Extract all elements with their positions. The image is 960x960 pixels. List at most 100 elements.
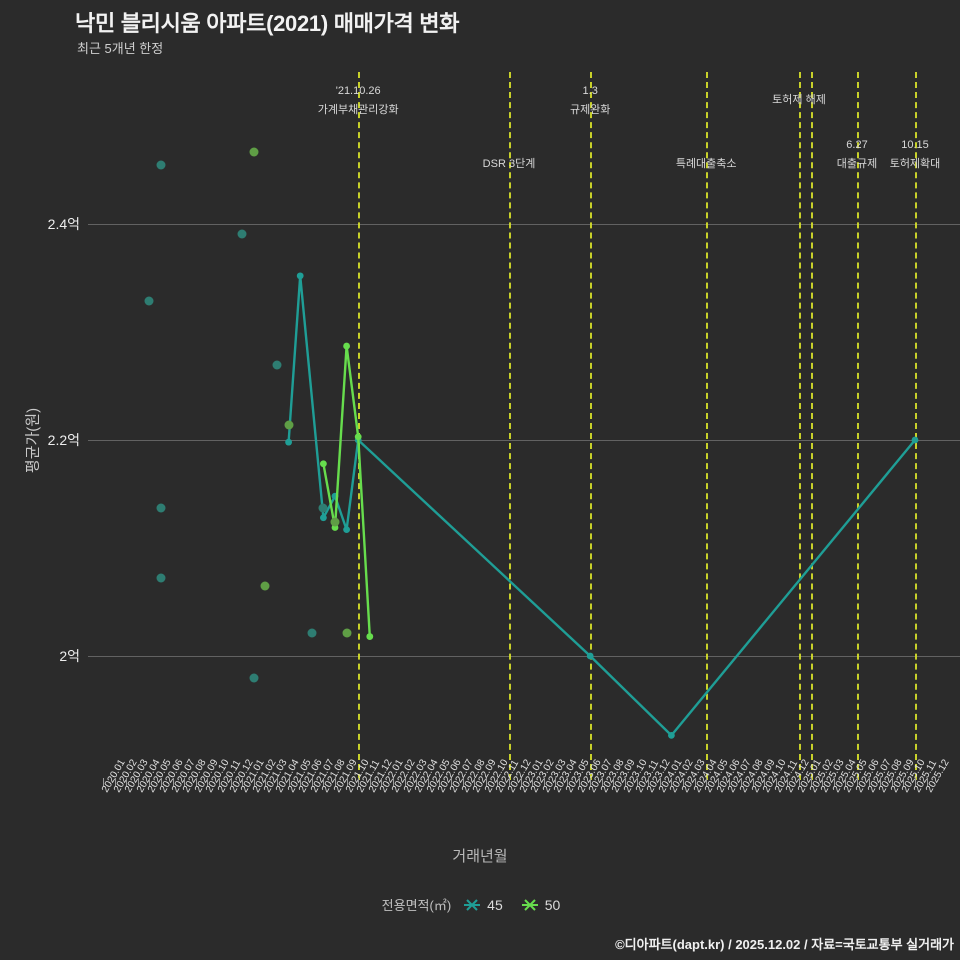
x-axis-label: 거래년월	[452, 848, 508, 865]
x-tick	[335, 778, 336, 786]
x-tick	[485, 778, 487, 786]
x-tick	[103, 778, 104, 786]
x-tick	[253, 778, 255, 786]
x-tick	[578, 778, 580, 786]
y-axis-label: 평균가(원)	[24, 407, 42, 474]
x-tick	[845, 778, 847, 786]
x-tick	[451, 778, 452, 786]
x-tick	[741, 778, 742, 786]
legend-label: 50	[544, 897, 561, 913]
x-tick	[799, 778, 800, 786]
x-tick	[764, 778, 766, 786]
x-tick	[822, 778, 824, 786]
asterisk-marker-icon	[464, 899, 481, 911]
event-line	[590, 72, 593, 780]
x-tick	[497, 778, 499, 786]
event-date-label: '21.10.26	[335, 85, 381, 97]
event-line	[799, 72, 801, 780]
x-tick	[416, 778, 418, 786]
event-date-label: 10.15	[901, 139, 929, 151]
x-tick	[683, 778, 684, 786]
x-tick	[601, 778, 603, 786]
x-tick	[288, 778, 290, 786]
x-tick	[775, 778, 777, 786]
event-line	[706, 72, 709, 780]
x-tick	[625, 778, 626, 786]
x-tick	[161, 778, 162, 786]
x-tick	[787, 778, 789, 786]
x-tick	[427, 778, 429, 786]
x-tick	[230, 778, 232, 786]
event-line	[810, 72, 813, 780]
x-tick	[195, 778, 197, 786]
scatter-point	[318, 503, 328, 513]
series-line-50	[322, 344, 371, 638]
x-tick	[706, 778, 708, 786]
x-tick	[242, 778, 244, 786]
event-line	[857, 72, 859, 780]
legend-item-45[interactable]: 45	[463, 897, 503, 913]
series-line-45	[287, 274, 917, 737]
gridline	[88, 224, 960, 225]
x-tick	[880, 778, 882, 786]
x-tick	[915, 778, 916, 786]
x-tick	[729, 778, 731, 786]
x-tick	[926, 778, 928, 786]
event-name-label: 규제완화	[569, 104, 611, 116]
x-tick	[613, 778, 615, 786]
asterisk-marker-icon	[521, 899, 538, 911]
legend-title: 전용면적(㎡)	[381, 898, 452, 913]
x-tick	[149, 778, 151, 786]
x-tick	[311, 778, 313, 786]
scatter-point	[156, 160, 166, 170]
x-tick	[126, 778, 128, 786]
series-point	[331, 492, 339, 500]
x-tick	[648, 778, 650, 786]
scatter-point	[342, 628, 352, 638]
x-tick	[590, 778, 592, 786]
series-point	[343, 526, 350, 534]
x-tick	[509, 778, 510, 786]
chart-title: 낙민 블리시움 아파트(2021) 매매가격 변화	[75, 11, 460, 36]
gridline	[88, 440, 960, 441]
scatter-point	[156, 503, 166, 513]
series-point	[320, 460, 327, 468]
event-name-label: 토허제 해제	[772, 94, 826, 106]
x-tick	[659, 778, 661, 786]
x-tick	[532, 778, 534, 786]
scatter-point	[249, 673, 259, 683]
event-name-label: 대출규제	[836, 158, 878, 170]
x-tick	[833, 778, 835, 786]
scatter-point	[307, 628, 317, 638]
event-date-label: 6.27	[846, 139, 868, 151]
x-tick	[137, 778, 139, 786]
x-tick	[393, 778, 394, 786]
x-tick	[300, 778, 302, 786]
gridline	[88, 656, 960, 657]
scatter-point	[144, 296, 154, 306]
scatter-point	[284, 420, 294, 430]
legend-item-50[interactable]: 50	[521, 897, 561, 913]
series-point	[343, 342, 350, 350]
series-point	[668, 731, 675, 739]
legend: 전용면적(㎡) 45 50	[0, 895, 960, 914]
x-tick	[671, 778, 673, 786]
event-line	[509, 72, 511, 780]
x-tick	[474, 778, 476, 786]
x-tick	[323, 778, 325, 786]
x-tick	[358, 778, 360, 786]
x-tick	[543, 778, 545, 786]
legend-label: 45	[487, 897, 503, 913]
x-tick	[462, 778, 464, 786]
x-tick	[857, 778, 858, 786]
x-tick	[277, 778, 278, 786]
event-date-label: 1.3	[582, 85, 598, 97]
x-tick	[184, 778, 186, 786]
y-tick-label: 2.2억	[47, 432, 80, 448]
x-tick	[555, 778, 557, 786]
event-name-label: 가계부채관리강화	[317, 104, 399, 116]
x-tick	[567, 778, 568, 786]
x-tick	[265, 778, 267, 786]
